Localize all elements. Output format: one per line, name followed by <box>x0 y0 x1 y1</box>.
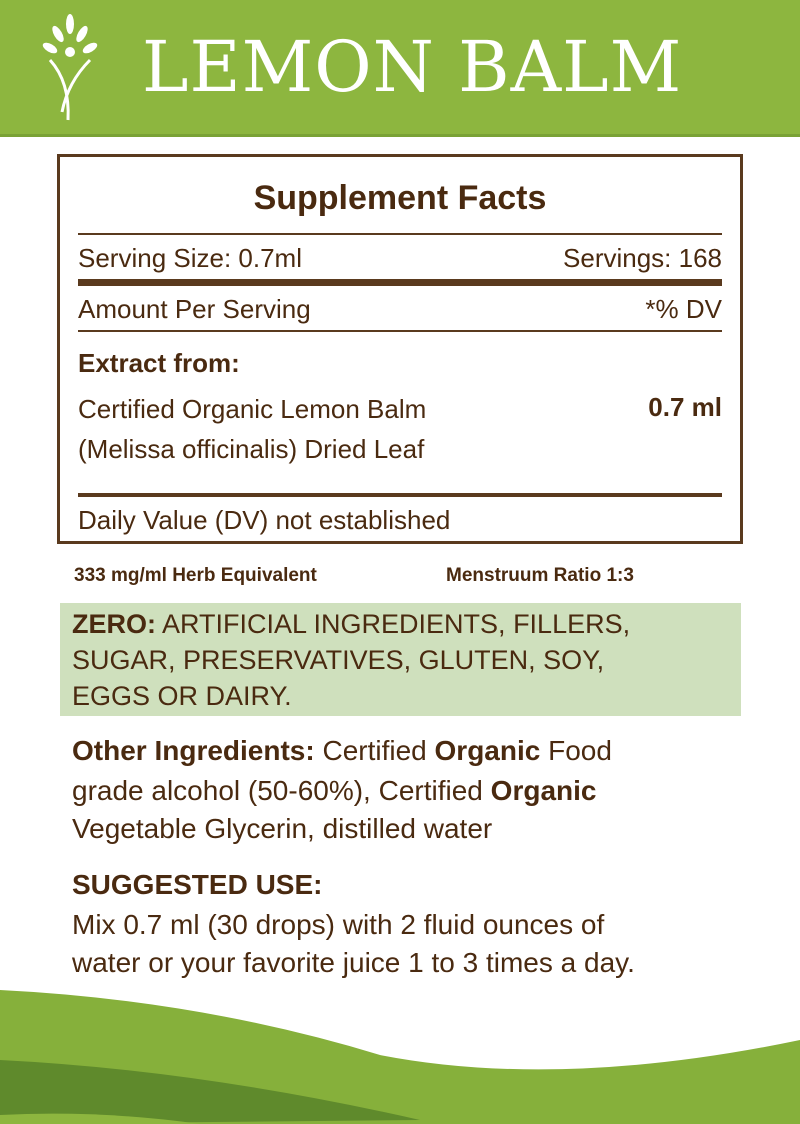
suggested-use-heading: SUGGESTED USE: <box>72 869 323 900</box>
text: grade alcohol (50-60%), Certified <box>72 775 491 806</box>
zero-allergens-box: ZERO: ARTIFICIAL INGREDIENTS, FILLERS, S… <box>60 603 741 716</box>
zero-line-1: ZERO: ARTIFICIAL INGREDIENTS, FILLERS, <box>72 606 630 642</box>
zero-label: ZERO: <box>72 609 156 639</box>
dv-header: *% DV <box>645 294 722 324</box>
dv-note: Daily Value (DV) not established <box>78 505 451 535</box>
text: Certified <box>314 735 435 766</box>
other-ingredients-line-1: Other Ingredients: Certified Organic Foo… <box>72 732 612 770</box>
ingredient-line-2: (Melissa officinalis) Dried Leaf <box>78 434 425 464</box>
facts-heading: Supplement Facts <box>253 179 547 217</box>
zero-line-2: SUGAR, PRESERVATIVES, GLUTEN, SOY, <box>72 645 605 675</box>
menstruum-ratio: Menstruum Ratio 1:3 <box>446 565 634 586</box>
servings-count: Servings: 168 <box>563 243 722 273</box>
product-title: LEMON BALM <box>142 26 683 108</box>
decorative-green-waves <box>0 990 800 1124</box>
ingredient-amount: 0.7 ml <box>648 392 722 422</box>
divider <box>78 330 722 332</box>
organic-bold: Organic <box>434 735 541 766</box>
other-ingredients-label: Other Ingredients: <box>72 735 315 766</box>
divider <box>78 493 722 497</box>
zero-line-3: EGGS OR DAIRY. <box>72 681 292 711</box>
other-ingredients-line-2: grade alcohol (50-60%), Certified Organi… <box>72 772 596 810</box>
plant-figure-logo-icon <box>42 14 98 121</box>
suggested-use-line-1: Mix 0.7 ml (30 drops) with 2 fluid ounce… <box>72 909 605 940</box>
thick-divider <box>78 279 722 286</box>
serving-size: Serving Size: 0.7ml <box>78 243 302 273</box>
divider <box>78 233 722 235</box>
organic-bold: Organic <box>490 775 597 806</box>
extract-label: Extract from: <box>78 348 240 378</box>
header-banner: LEMON BALM <box>0 0 800 137</box>
ingredient-line-1: Certified Organic Lemon Balm <box>78 394 427 424</box>
suggested-use-line-2: water or your favorite juice 1 to 3 time… <box>72 947 635 978</box>
other-ingredients-line-3: Vegetable Glycerin, distilled water <box>72 813 493 844</box>
zero-text: ARTIFICIAL INGREDIENTS, FILLERS, <box>156 609 631 639</box>
supplement-facts-panel: Supplement Facts Serving Size: 0.7ml Ser… <box>57 154 743 544</box>
amount-per-serving: Amount Per Serving <box>78 294 311 324</box>
herb-equivalent: 333 mg/ml Herb Equivalent <box>74 565 317 586</box>
text: Food <box>540 735 612 766</box>
